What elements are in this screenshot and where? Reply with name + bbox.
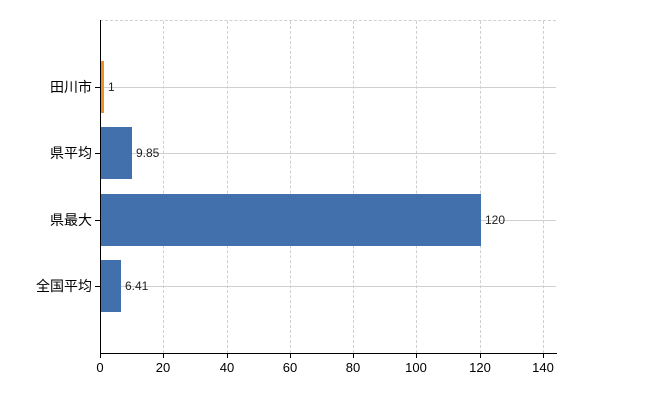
x-tick-label: 140	[532, 360, 554, 375]
vertical-gridline	[227, 21, 228, 353]
x-tick-label: 100	[405, 360, 427, 375]
y-axis-tick	[95, 153, 100, 154]
x-axis-tick	[100, 353, 101, 358]
horizontal-gridline	[101, 153, 556, 154]
bar-value-label: 6.41	[125, 279, 149, 293]
x-tick-label: 120	[469, 360, 491, 375]
vertical-gridline	[353, 21, 354, 353]
y-axis-tick	[95, 87, 100, 88]
x-tick-label: 80	[345, 360, 361, 375]
x-axis-tick	[227, 353, 228, 358]
plot-top-border	[100, 20, 556, 21]
vertical-gridline	[416, 21, 417, 353]
bar[interactable]	[101, 260, 121, 312]
bar-value-label: 9.85	[136, 146, 160, 160]
horizontal-gridline	[101, 286, 556, 287]
y-axis-tick	[95, 220, 100, 221]
x-axis-tick	[163, 353, 164, 358]
category-label: 県平均	[50, 145, 92, 161]
x-axis-tick	[480, 353, 481, 358]
x-axis-line	[100, 353, 557, 354]
bar[interactable]	[101, 61, 104, 113]
vertical-gridline	[290, 21, 291, 353]
x-tick-label: 60	[282, 360, 298, 375]
bar[interactable]	[101, 127, 132, 179]
x-axis-tick	[290, 353, 291, 358]
category-label: 田川市	[50, 79, 92, 95]
x-tick-label: 20	[155, 360, 171, 375]
horizontal-gridline	[101, 87, 556, 88]
vertical-gridline	[480, 21, 481, 353]
category-label: 県最大	[50, 212, 92, 228]
x-axis-tick	[416, 353, 417, 358]
x-tick-label: 40	[219, 360, 235, 375]
x-axis-tick	[353, 353, 354, 358]
vertical-gridline	[163, 21, 164, 353]
x-tick-label: 0	[96, 360, 104, 375]
bar-value-label: 1	[108, 80, 115, 94]
bar[interactable]	[101, 194, 481, 246]
bar-value-label: 120	[485, 213, 506, 227]
x-axis-tick	[543, 353, 544, 358]
y-axis-line	[100, 20, 101, 354]
y-axis-tick	[95, 286, 100, 287]
category-label: 全国平均	[36, 278, 92, 294]
vertical-gridline	[543, 21, 544, 353]
